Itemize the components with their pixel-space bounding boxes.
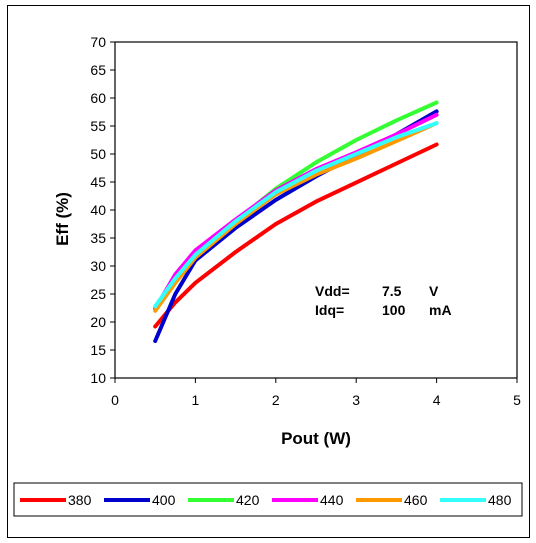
x-tick-label: 4 [433, 392, 441, 408]
x-axis-title: Pout (W) [281, 429, 351, 448]
y-axis-title: Eff (%) [53, 192, 72, 246]
vdd-unit: V [429, 283, 439, 299]
legend-label-480: 480 [488, 492, 512, 508]
y-tick-label: 15 [90, 342, 106, 358]
y-tick-label: 55 [90, 118, 106, 134]
series-line-480 [153, 121, 439, 309]
legend-label-460: 460 [404, 492, 428, 508]
legend-box [13, 482, 523, 517]
y-tick-label: 10 [90, 370, 106, 386]
x-tick-label: 0 [111, 392, 119, 408]
legend-label-400: 400 [152, 492, 176, 508]
annotation-block: Vdd= 7.5 V Idq= 100 mA [315, 283, 452, 318]
y-tick-label: 60 [90, 90, 106, 106]
y-tick-label: 20 [90, 314, 106, 330]
y-tick-label: 40 [90, 202, 106, 218]
legend-label-380: 380 [68, 492, 92, 508]
idq-value: 100 [382, 302, 406, 318]
x-tick-label: 1 [192, 392, 200, 408]
x-tick-label: 2 [272, 392, 280, 408]
series-layer [153, 100, 439, 343]
legend-label-440: 440 [320, 492, 344, 508]
idq-unit: mA [429, 302, 452, 318]
x-axis: 0 1 2 3 4 5 [111, 378, 521, 408]
y-tick-label: 30 [90, 258, 106, 274]
vdd-value: 7.5 [382, 283, 402, 299]
y-tick-label: 35 [90, 230, 106, 246]
legend: 380 400 420 440 460 480 [20, 492, 512, 508]
y-tick-label: 70 [90, 34, 106, 50]
plot-border [114, 41, 518, 379]
vdd-label: Vdd= [315, 283, 350, 299]
idq-label: Idq= [315, 302, 344, 318]
x-tick-label: 3 [352, 392, 360, 408]
series-line-380 [153, 142, 439, 329]
y-tick-label: 25 [90, 286, 106, 302]
legend-label-420: 420 [236, 492, 260, 508]
y-tick-label: 50 [90, 146, 106, 162]
plot-area [114, 41, 518, 379]
y-tick-label: 65 [90, 62, 106, 78]
y-tick-label: 45 [90, 174, 106, 190]
y-axis: 10 15 20 25 30 35 40 45 50 55 60 65 70 [90, 34, 115, 386]
x-tick-label: 5 [513, 392, 521, 408]
